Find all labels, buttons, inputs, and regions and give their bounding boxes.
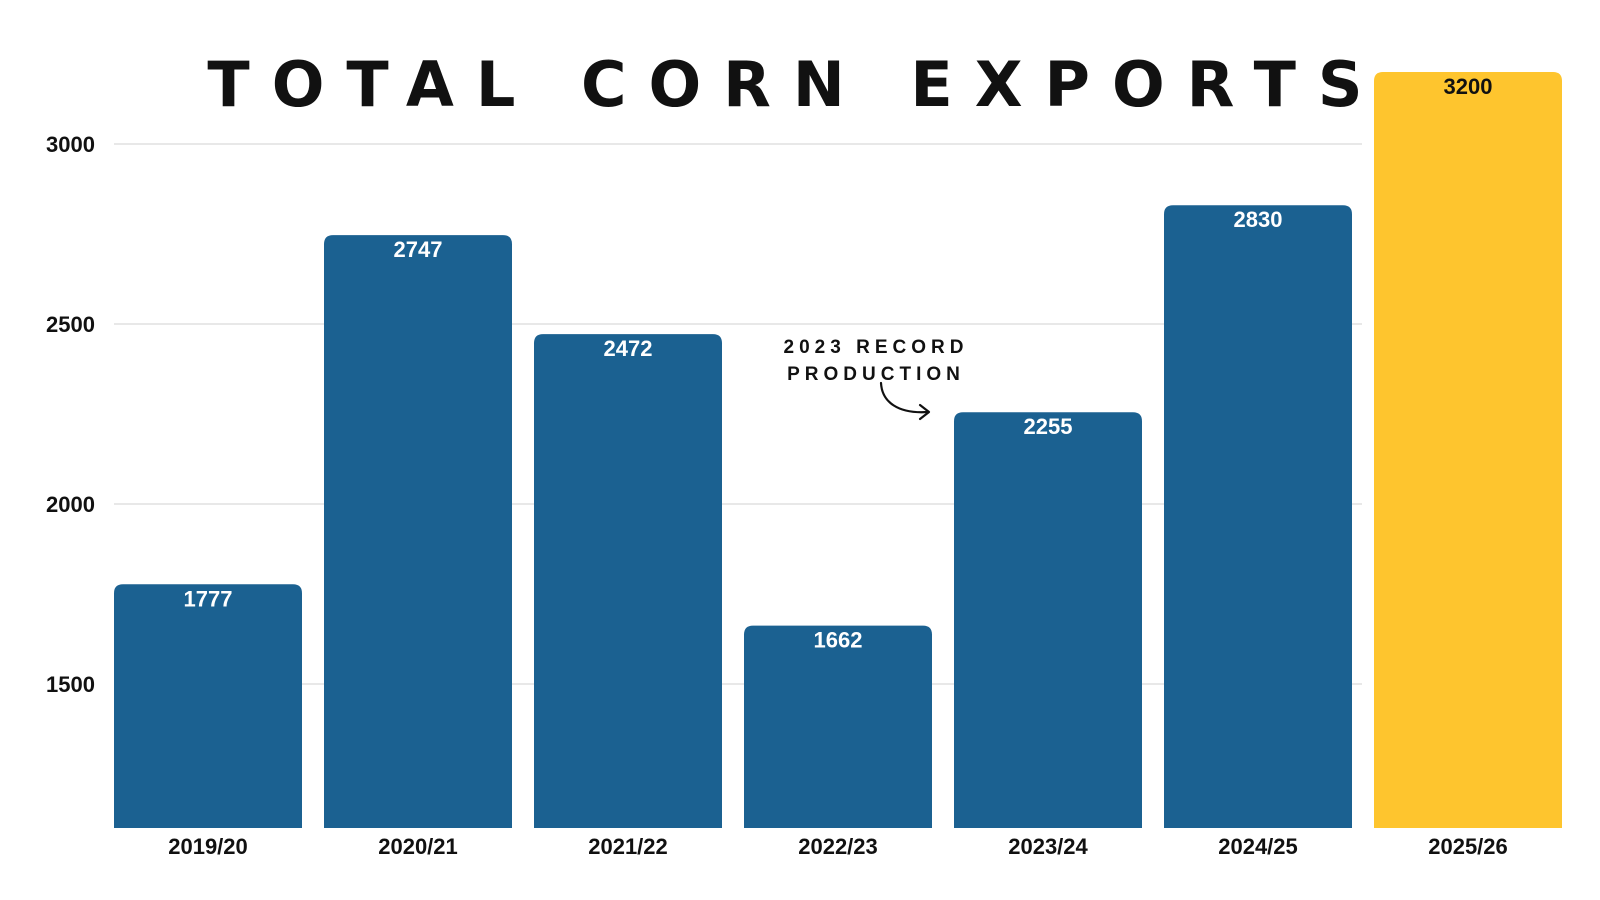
x-category-label: 2023/24 <box>1008 834 1088 859</box>
annotation-arrow <box>879 381 930 414</box>
bar-2023/24 <box>954 412 1142 828</box>
y-tick-label: 1500 <box>46 672 95 697</box>
bar-value-label: 2472 <box>604 336 653 361</box>
bar-2025/26 <box>1374 72 1562 828</box>
x-category-label: 2025/26 <box>1428 834 1508 859</box>
bar-2021/22 <box>534 334 722 828</box>
bar-2019/20 <box>114 584 302 828</box>
bar-value-label: 2747 <box>394 237 443 262</box>
bar-2022/23 <box>744 625 932 828</box>
bars <box>114 72 1562 828</box>
bar-value-labels: 1777 2747 2472 1662 2255 2830 3200 <box>184 74 1493 653</box>
y-axis-tick-labels: 1500 2000 2500 3000 <box>46 132 95 697</box>
bar-2020/21 <box>324 235 512 828</box>
record-production-annotation: 2023 RECORD PRODUCTION <box>784 337 969 421</box>
chart-title: TOTAL CORN EXPORTS <box>207 48 1384 121</box>
bar-value-label: 3200 <box>1444 74 1493 99</box>
bar-value-label: 1662 <box>814 628 863 653</box>
x-category-label: 2019/20 <box>168 834 248 859</box>
x-axis-category-labels: 2019/20 2020/21 2021/22 2022/23 2023/24 2024/… <box>168 834 1508 859</box>
y-tick-label: 2500 <box>46 312 95 337</box>
bar-value-label: 1777 <box>184 586 233 611</box>
y-tick-label: 2000 <box>46 492 95 517</box>
bar-2024/25 <box>1164 205 1352 828</box>
annotation-line-1: 2023 RECORD <box>784 337 969 358</box>
x-category-label: 2021/22 <box>588 834 668 859</box>
x-category-label: 2020/21 <box>378 834 458 859</box>
annotation-arrowhead <box>918 403 931 421</box>
x-category-label: 2024/25 <box>1218 834 1298 859</box>
annotation-line-2: PRODUCTION <box>787 364 965 385</box>
bar-value-label: 2830 <box>1234 207 1283 232</box>
y-tick-label: 3000 <box>46 132 95 157</box>
x-category-label: 2022/23 <box>798 834 878 859</box>
gridlines <box>114 143 1362 685</box>
bar-value-label: 2255 <box>1024 414 1073 439</box>
